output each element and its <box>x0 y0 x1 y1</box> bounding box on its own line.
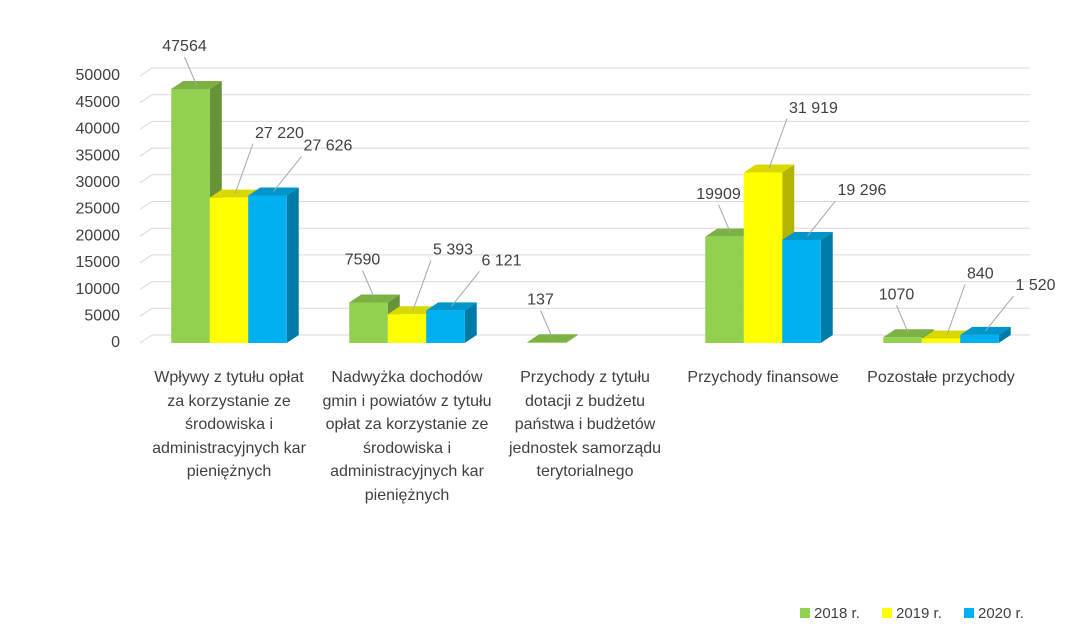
data-label: 19909 <box>696 186 741 203</box>
bar-side <box>998 326 1011 343</box>
bar-side <box>820 231 833 343</box>
y-tick-label: 50000 <box>76 67 121 84</box>
y-tick-label: 40000 <box>76 121 121 138</box>
leader-line <box>946 284 966 335</box>
y-tick-label: 30000 <box>76 174 121 191</box>
data-label: 27 626 <box>304 138 353 155</box>
y-tick-label: 5000 <box>84 308 120 325</box>
bar-side <box>464 302 477 343</box>
bar <box>705 236 744 343</box>
data-label: 27 220 <box>255 125 304 142</box>
bar <box>960 334 999 343</box>
leader-line <box>718 204 731 233</box>
bar <box>883 337 922 343</box>
bar <box>171 89 210 343</box>
x-tick-label: Przychody finansowe <box>687 369 839 386</box>
bar-side <box>286 187 299 343</box>
leader-line <box>412 260 432 311</box>
grid-line-depth <box>139 67 153 77</box>
grid-line-depth <box>139 201 153 210</box>
leader-line <box>184 56 197 86</box>
bar <box>527 342 566 343</box>
legend-swatch <box>882 608 892 618</box>
bar <box>743 172 783 343</box>
grid-line-depth <box>139 334 153 344</box>
leader-line <box>985 295 1014 332</box>
data-label: 6 121 <box>482 253 522 270</box>
grid-line-depth <box>139 120 153 130</box>
grid-line-depth <box>139 94 153 104</box>
y-tick-label: 0 <box>111 334 120 351</box>
x-tick-label: Nadwyżka dochodów gmin i powiatów z tytu… <box>322 369 492 504</box>
data-label: 1 520 <box>1016 277 1056 294</box>
data-label: 137 <box>527 291 554 308</box>
grid-line-depth <box>139 281 153 291</box>
data-label: 840 <box>967 266 994 283</box>
data-label: 19 296 <box>838 182 887 199</box>
data-label: 5 393 <box>433 241 473 258</box>
data-label: 1070 <box>879 287 915 304</box>
leader-line <box>896 305 909 334</box>
bar <box>248 195 287 343</box>
leader-line <box>451 271 480 307</box>
x-tick-label: Pozostałe przychody <box>867 369 1015 386</box>
data-label: 31 919 <box>789 100 838 117</box>
legend-label: 2020 r. <box>978 605 1024 622</box>
y-tick-label: 45000 <box>76 94 121 111</box>
y-tick-label: 10000 <box>76 281 121 298</box>
leader-line <box>234 143 254 194</box>
grid-line-depth <box>139 174 153 184</box>
legend-label: 2019 r. <box>896 605 942 622</box>
leader-line <box>540 310 553 339</box>
legend-label: 2018 r. <box>814 605 860 622</box>
y-tick-label: 15000 <box>76 254 121 271</box>
x-tick-label: Przychody z tytułu dotacji z budżetu pań… <box>508 369 662 480</box>
grid-line-depth <box>139 254 153 264</box>
bar <box>426 310 465 343</box>
leader-line <box>362 270 375 299</box>
data-label: 7590 <box>345 252 381 269</box>
bar <box>782 239 821 343</box>
grid-line-depth <box>139 147 153 157</box>
legend-swatch <box>964 608 974 618</box>
bar-side <box>565 334 578 343</box>
grid-line-depth <box>139 307 153 317</box>
y-tick-label: 20000 <box>76 227 121 244</box>
leader-line <box>273 156 302 192</box>
bar <box>921 338 961 343</box>
y-tick-label: 25000 <box>76 201 121 218</box>
x-tick-label: Wpływy z tytułu opłat za korzystanie ze … <box>152 369 306 480</box>
bar <box>349 302 388 343</box>
leader-line <box>768 118 788 169</box>
y-tick-label: 35000 <box>76 147 121 164</box>
grid-line-depth <box>139 227 153 237</box>
bar <box>209 197 249 343</box>
bar <box>387 314 427 343</box>
leader-line <box>807 200 836 237</box>
data-label: 47564 <box>162 38 207 55</box>
legend-swatch <box>800 608 810 618</box>
